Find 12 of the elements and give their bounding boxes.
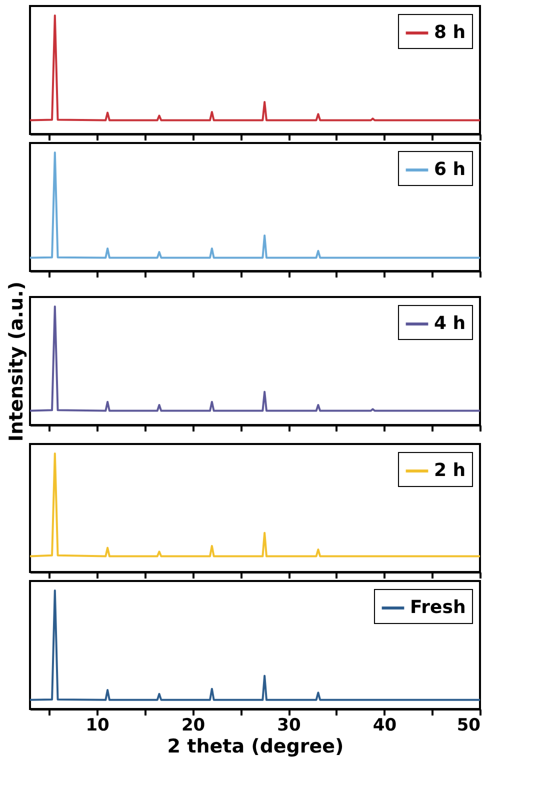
- legend-label: Fresh: [410, 597, 466, 618]
- y-axis-title: Intensity (a.u.): [6, 281, 28, 442]
- x-tick-label: 30: [277, 716, 302, 736]
- x-axis-title: 2 theta (degree): [167, 736, 344, 758]
- x-tick-label: 40: [372, 716, 397, 736]
- legend-label: 6 h: [434, 159, 466, 180]
- x-tick-label: 20: [181, 716, 206, 736]
- legend-label: 2 h: [434, 460, 466, 481]
- x-tick-label: 10: [86, 716, 110, 736]
- legend-label: 4 h: [434, 313, 466, 334]
- x-tick-label: 50: [456, 716, 481, 736]
- legend-label: 8 h: [434, 22, 466, 43]
